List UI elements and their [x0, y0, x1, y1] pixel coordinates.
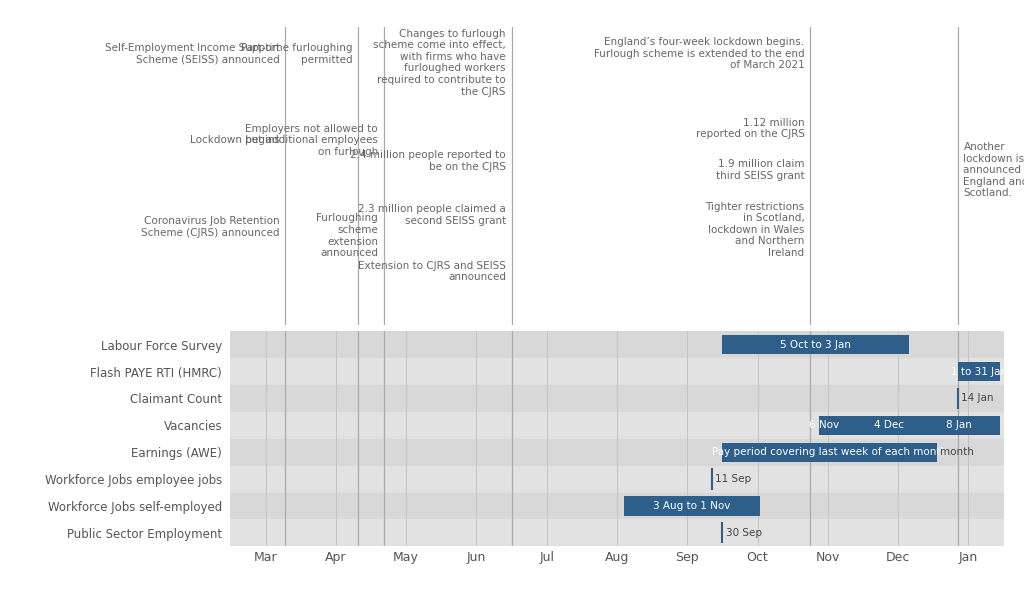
Text: 6 Nov: 6 Nov: [809, 420, 840, 430]
Text: Another
lockdown is
announced in
England and
Scotland.: Another lockdown is announced in England…: [964, 142, 1024, 198]
Text: Changes to furlough
scheme come into effect,
with firms who have
furloughed work: Changes to furlough scheme come into eff…: [373, 29, 506, 97]
Text: 4 Dec: 4 Dec: [873, 420, 904, 430]
Bar: [230, 358, 1004, 385]
Text: 1.12 million
reported on the CJRS: 1.12 million reported on the CJRS: [695, 118, 805, 139]
Bar: [230, 412, 1004, 439]
Bar: [722, 442, 937, 462]
Bar: [818, 416, 1000, 435]
Bar: [230, 519, 1004, 546]
Text: 5 Oct to 3 Jan: 5 Oct to 3 Jan: [780, 340, 851, 350]
Text: 14 Jan: 14 Jan: [962, 393, 994, 404]
Bar: [230, 385, 1004, 412]
Text: 2.3 million people claimed a
second SEISS grant: 2.3 million people claimed a second SEIS…: [358, 204, 506, 226]
Text: Lockdown begins: Lockdown begins: [189, 136, 280, 145]
Text: Part-time furloughing
permitted: Part-time furloughing permitted: [242, 43, 352, 64]
Text: Extension to CJRS and SEISS
announced: Extension to CJRS and SEISS announced: [358, 261, 506, 282]
Bar: [230, 493, 1004, 519]
Text: 1 to 31 Jan: 1 to 31 Jan: [951, 367, 1007, 377]
Text: 1.9 million claim
third SEISS grant: 1.9 million claim third SEISS grant: [716, 159, 805, 181]
Text: Employers not allowed to
put additional employees
on furlough: Employers not allowed to put additional …: [245, 124, 378, 157]
Bar: [230, 439, 1004, 466]
Text: Furloughing
scheme
extension
announced: Furloughing scheme extension announced: [316, 213, 378, 259]
Text: Pay period covering last week of each month: Pay period covering last week of each mo…: [712, 447, 947, 457]
Text: month: month: [940, 447, 974, 457]
Bar: [957, 362, 1000, 381]
Text: 30 Sep: 30 Sep: [726, 528, 762, 538]
Bar: [722, 335, 908, 355]
Bar: [624, 496, 760, 516]
Text: 2.4 million people reported to
be on the CJRS: 2.4 million people reported to be on the…: [350, 150, 506, 172]
Text: England’s four-week lockdown begins.
Furlough scheme is extended to the end
of M: England’s four-week lockdown begins. Fur…: [594, 37, 805, 70]
Text: 8 Jan: 8 Jan: [946, 420, 972, 430]
Bar: [230, 331, 1004, 358]
Text: 11 Sep: 11 Sep: [716, 474, 752, 484]
Text: Tighter restrictions
in Scotland,
lockdown in Wales
and Northern
Ireland: Tighter restrictions in Scotland, lockdo…: [706, 202, 805, 258]
Text: Self-Employment Income Support
Scheme (SEISS) announced: Self-Employment Income Support Scheme (S…: [104, 43, 280, 64]
Text: 3 Aug to 1 Nov: 3 Aug to 1 Nov: [653, 501, 730, 511]
Bar: [230, 466, 1004, 493]
Text: Coronavirus Job Retention
Scheme (CJRS) announced: Coronavirus Job Retention Scheme (CJRS) …: [141, 216, 280, 238]
